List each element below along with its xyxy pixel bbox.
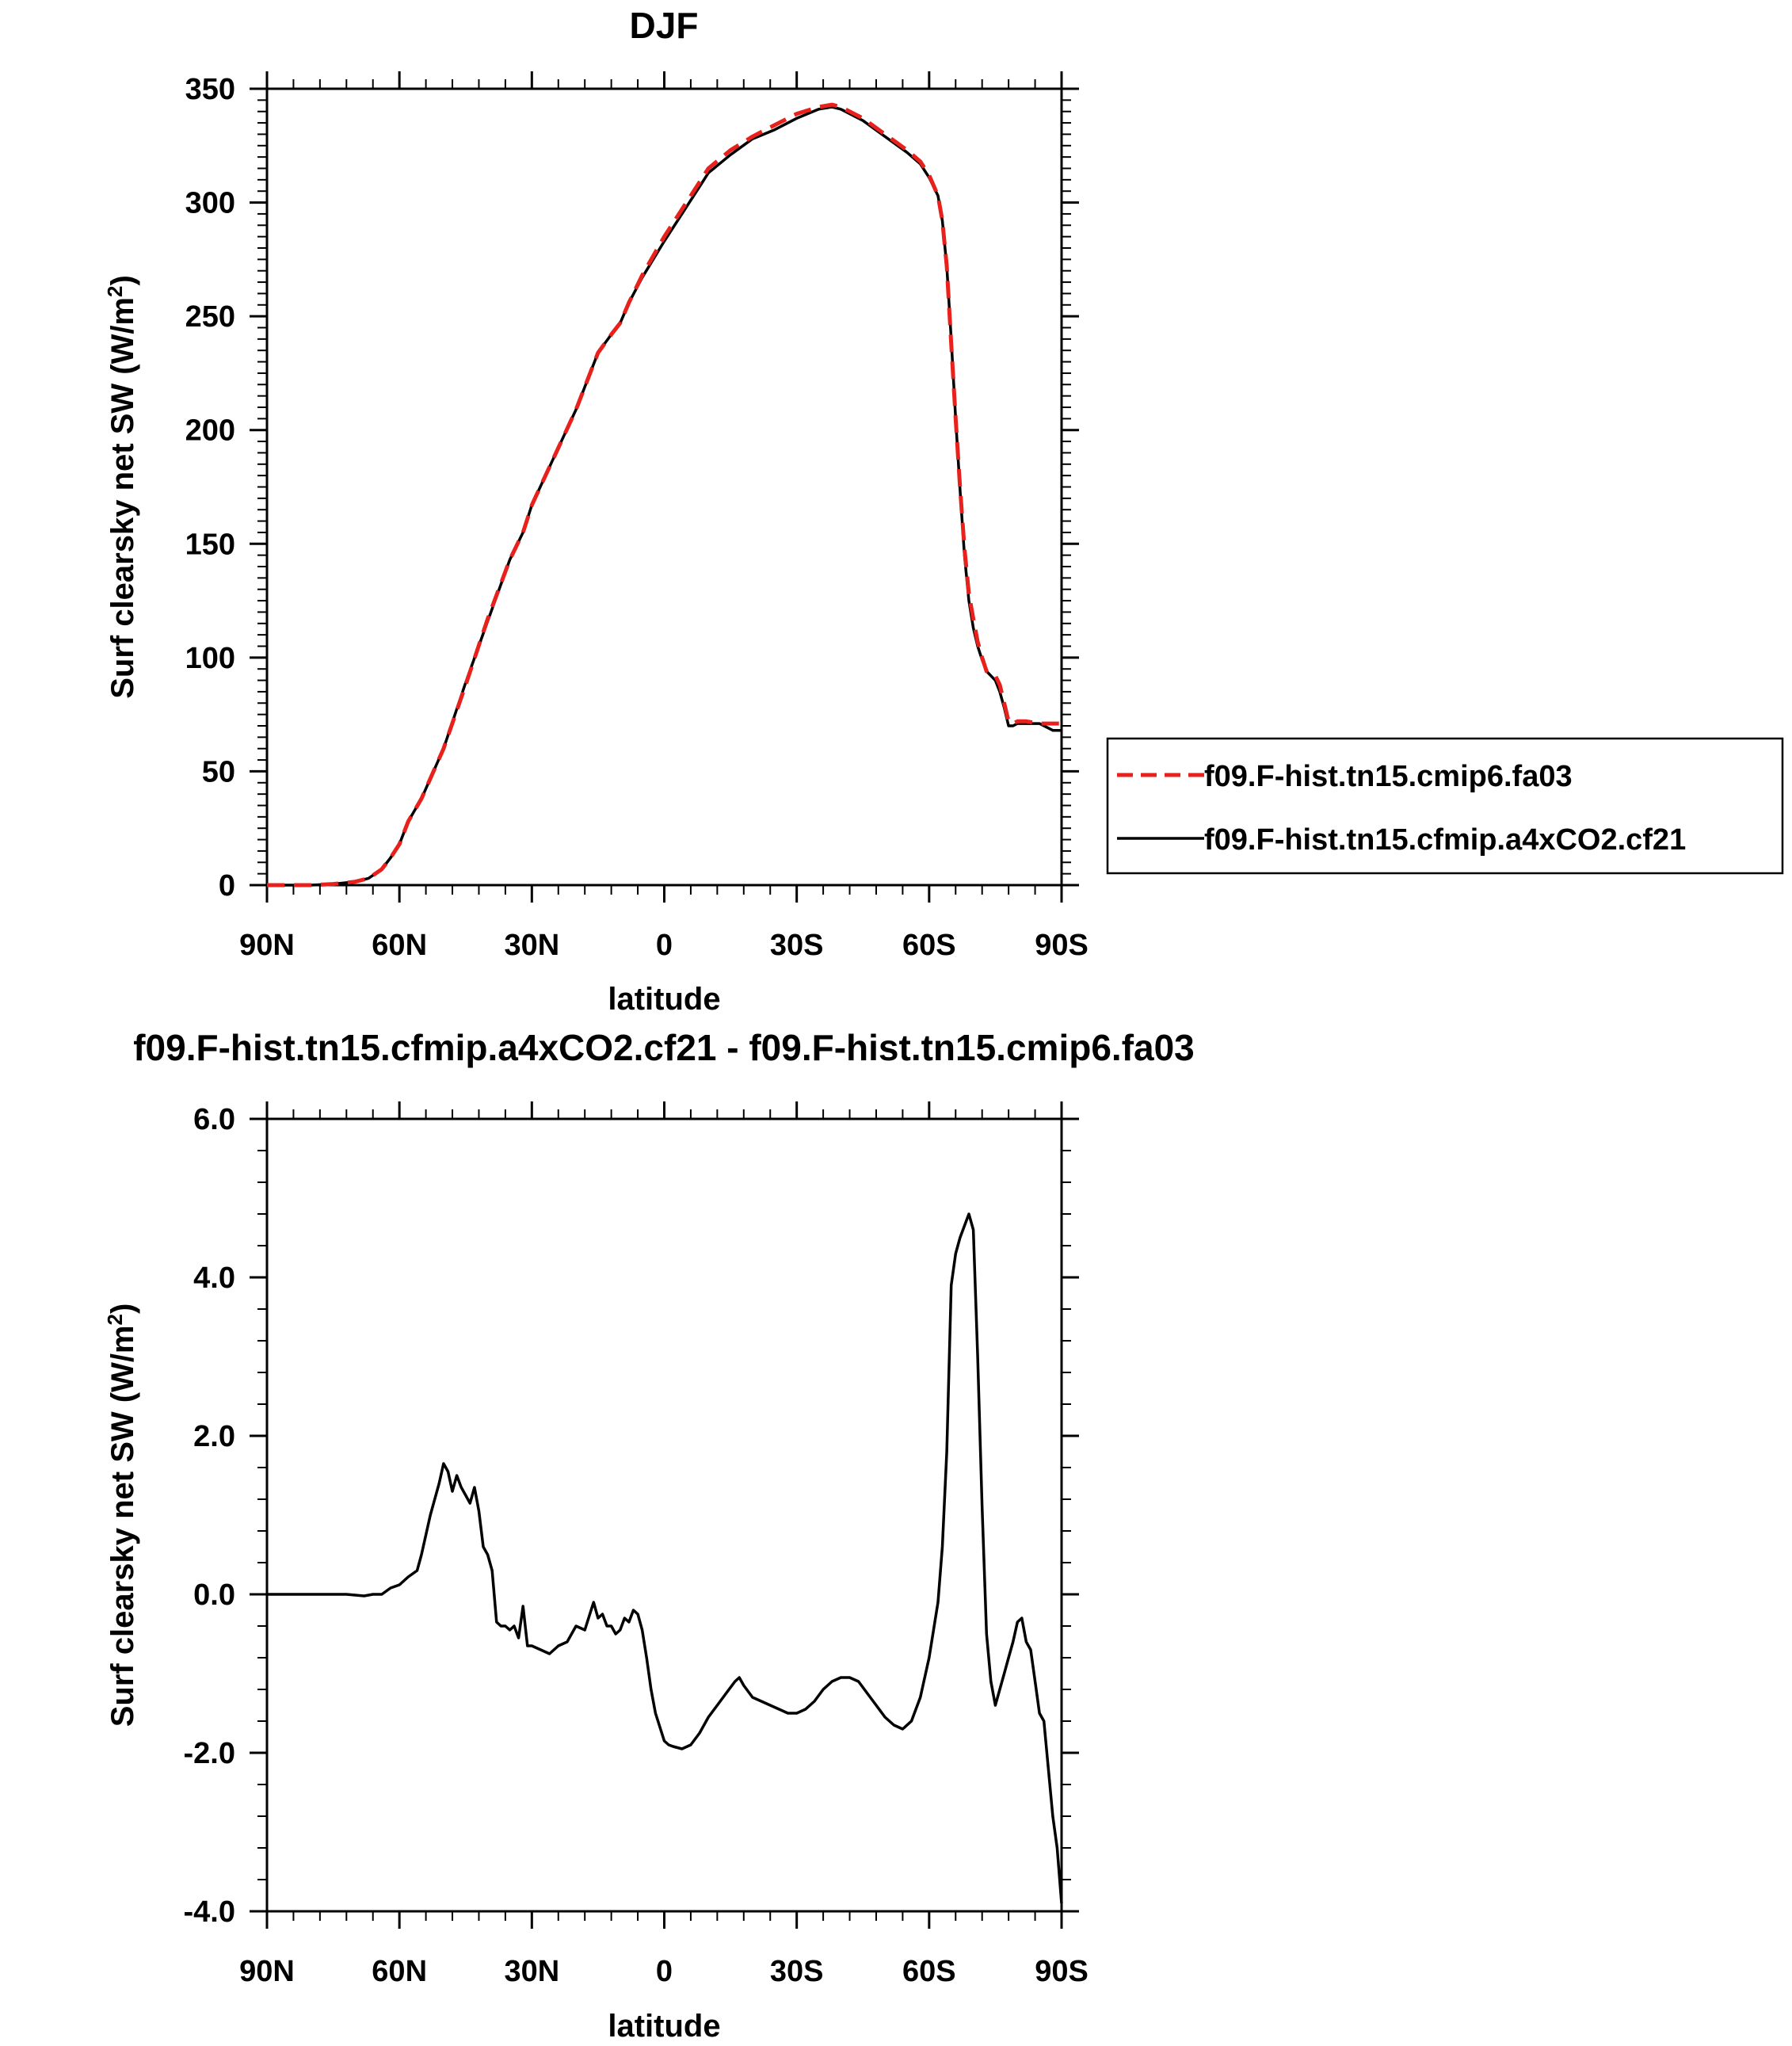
y-tick-label: 4.0 (193, 1262, 235, 1295)
x-tick-label: 60S (902, 929, 956, 962)
x-axis-label: latitude (608, 2009, 720, 2044)
y-tick-label: 6.0 (193, 1103, 235, 1136)
x-tick-label: 60N (372, 1955, 427, 1988)
series-line (267, 105, 1062, 887)
plot-frame (265, 1117, 1063, 1913)
series-line (267, 1212, 1063, 1904)
y-axis-label: Surf clearsky net SW (W/m2) (103, 1304, 140, 1727)
y-tick-label: 0.0 (193, 1578, 235, 1612)
plot-frame (265, 87, 1063, 887)
y-tick-label: -2.0 (184, 1737, 235, 1770)
legend: f09.F-hist.tn15.cmip6.fa03 f09.F-hist.tn1… (1106, 737, 1784, 875)
y-tick-label: 350 (185, 73, 235, 106)
bottom-panel-difference: -4.0 -2.0 0.0 2.0 4.0 6.0 90N 60N 30N 0 30S 60S 90S f… (103, 1027, 1195, 2044)
y-tick-label: 100 (185, 642, 235, 675)
y-tick-label: -4.0 (184, 1895, 235, 1929)
y-tick-label: 0 (219, 869, 235, 903)
x-tick-label: 30N (504, 929, 559, 962)
x-tick-label: 90S (1035, 1955, 1089, 1988)
y-tick-label: 300 (185, 187, 235, 220)
x-tick-label: 60S (902, 1955, 956, 1988)
y-tick-label: 50 (202, 755, 235, 788)
top-panel-djf: 0 50 100 150 200 250 300 350 90N 60N 30N 0 30S 60S 90S… (103, 5, 1089, 1017)
x-tick-label: 0 (656, 929, 673, 962)
x-axis-label: latitude (608, 982, 720, 1017)
x-tick-label: 90N (239, 929, 295, 962)
legend-label: f09.F-hist.tn15.cfmip.a4xCO2.cf21 (1204, 823, 1686, 857)
x-tick-label: 30S (770, 1955, 824, 1988)
x-tick-label: 30S (770, 929, 824, 962)
x-tick-label: 90N (239, 1955, 295, 1988)
legend-box (1106, 737, 1784, 875)
x-tick-label: 0 (656, 1955, 673, 1988)
legend-label: f09.F-hist.tn15.cmip6.fa03 (1204, 760, 1573, 793)
y-axis-label: Surf clearsky net SW (W/m2) (103, 275, 140, 699)
chart-title: f09.F-hist.tn15.cfmip.a4xCO2.cf21 - f09.… (133, 1027, 1195, 1068)
y-tick-label: 150 (185, 528, 235, 561)
x-tick-label: 30N (504, 1955, 559, 1988)
x-tick-label: 60N (372, 929, 427, 962)
x-tick-label: 90S (1035, 929, 1089, 962)
chart-title: DJF (630, 5, 699, 46)
y-tick-label: 2.0 (193, 1420, 235, 1453)
y-tick-label: 250 (185, 300, 235, 334)
y-tick-label: 200 (185, 414, 235, 448)
series-line (267, 102, 1062, 887)
